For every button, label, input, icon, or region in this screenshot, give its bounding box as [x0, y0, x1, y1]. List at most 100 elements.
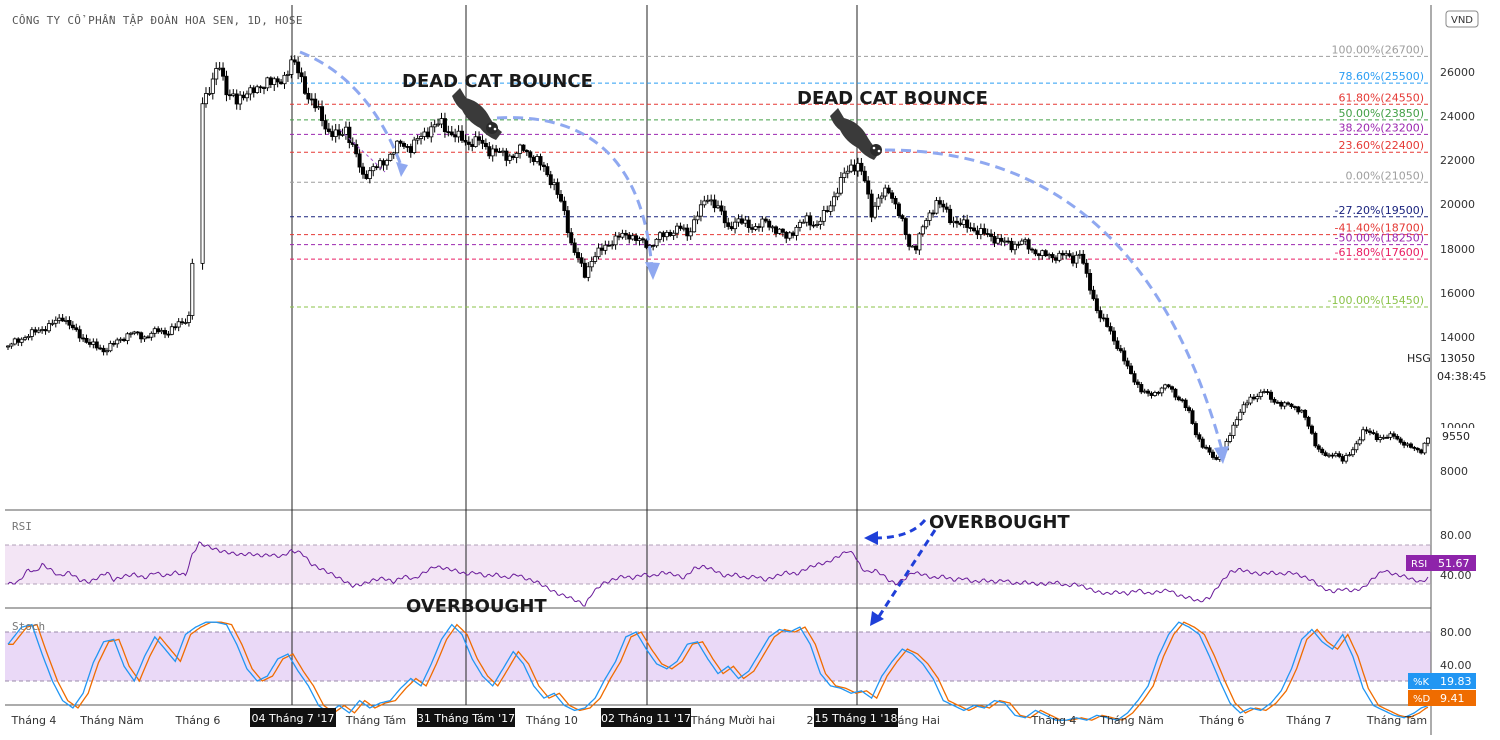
candle-body: [183, 322, 188, 324]
last-price-label: 13050: [1440, 352, 1475, 365]
fib-label: -100.00%(15450): [1328, 294, 1425, 307]
candle-body: [1074, 254, 1079, 264]
candle-body: [91, 341, 96, 345]
time-marker: 15 Tháng 1 '18: [815, 712, 898, 725]
time-tick: Tháng 7: [1286, 714, 1332, 727]
candle-body: [743, 219, 748, 224]
fib-label: 100.00%(26700): [1331, 43, 1424, 56]
candle-body: [873, 205, 878, 218]
candle-body: [746, 219, 751, 229]
candle-body: [207, 92, 212, 95]
candle-body: [466, 141, 471, 145]
candle-body: [1067, 253, 1072, 257]
cat-icon: [452, 88, 502, 140]
candle-body: [893, 198, 898, 205]
candle-body: [1357, 439, 1362, 445]
candle-body: [555, 182, 560, 195]
candle-body: [599, 247, 604, 251]
candle-body: [77, 329, 82, 339]
candle-body: [384, 160, 389, 166]
candle-body: [1204, 446, 1209, 449]
candle-body: [1159, 387, 1164, 394]
currency-badge[interactable]: [1445, 10, 1479, 28]
candle-body: [975, 230, 980, 235]
rsi-value: 51.67: [1438, 557, 1470, 570]
candle-body: [473, 136, 478, 147]
candle-body: [1173, 388, 1178, 398]
candle-body: [1248, 396, 1253, 404]
candle-body: [791, 232, 796, 236]
candle-body: [572, 242, 577, 253]
fibonacci-levels: 100.00%(26700) 78.60%(25500) 61.80%(24550)…: [290, 43, 1431, 308]
candle-body: [1268, 391, 1273, 400]
candle-body: [1405, 443, 1410, 446]
candle-body: [279, 81, 284, 85]
stoch-d-badge: [1408, 690, 1476, 706]
rsi-value-name: RSI: [1411, 559, 1427, 570]
candle-body: [6, 345, 11, 348]
candle-body: [1426, 437, 1431, 444]
candle-body: [514, 152, 519, 158]
candle-body: [1320, 448, 1325, 454]
candle-body: [784, 231, 789, 239]
candle-body: [1156, 392, 1161, 394]
candle-body: [565, 210, 570, 234]
candle-body: [357, 153, 362, 168]
candle-body: [371, 166, 376, 172]
candle-body: [558, 194, 563, 202]
time-marker-box: [814, 708, 898, 727]
candle-body: [1347, 454, 1352, 457]
candle-body: [1053, 257, 1058, 261]
candle-body: [125, 333, 130, 342]
rsi-tick: 80.00: [1440, 529, 1472, 542]
candle-body: [1412, 446, 1417, 449]
candle-body: [596, 247, 601, 258]
candle-body: [453, 134, 458, 138]
candle-body: [1381, 436, 1386, 439]
time-tick: Tháng 4: [1031, 714, 1077, 727]
candle-body: [330, 131, 335, 137]
candle-body: [128, 332, 133, 335]
candle-body: [613, 235, 618, 246]
candle-body: [395, 140, 400, 154]
candle-body: [610, 244, 615, 247]
candle-body: [87, 341, 92, 345]
candle-body: [739, 218, 744, 224]
candle-body: [1023, 239, 1028, 242]
time-marker: 31 Tháng Tám '17: [417, 712, 515, 725]
candle-body: [439, 118, 444, 125]
candle-body: [1105, 317, 1110, 327]
candle-body: [569, 232, 574, 244]
candle-body: [1354, 443, 1359, 451]
candle-body: [57, 317, 62, 321]
candle-body: [43, 329, 48, 332]
candle-body: [729, 226, 734, 230]
candle-body: [1163, 384, 1168, 389]
candle-body: [627, 234, 632, 240]
candle-body: [954, 220, 959, 224]
time-marker: 04 Tháng 7 '17: [252, 712, 335, 725]
candle-body: [896, 203, 901, 217]
trend-arrow-1: [299, 50, 404, 169]
candle-body: [442, 118, 447, 133]
candle-body: [671, 232, 676, 236]
candle-body: [576, 252, 581, 259]
candle-body: [118, 338, 123, 341]
price-tick: 20000: [1440, 198, 1475, 211]
candle-body: [511, 155, 516, 158]
candle-body: [814, 224, 819, 226]
candle-body: [190, 262, 195, 316]
candle-body: [1286, 402, 1291, 405]
candle-body: [470, 144, 475, 147]
candle-body: [698, 204, 703, 217]
candle-body: [985, 233, 990, 235]
fib-label: 23.60%(22400): [1338, 139, 1424, 152]
candle-body: [562, 200, 567, 212]
candle-body: [405, 146, 410, 148]
candle-body: [1265, 391, 1270, 393]
candle-body: [1337, 453, 1342, 457]
candle-body: [1306, 416, 1311, 427]
candle-body: [917, 233, 922, 251]
candle-body: [1258, 391, 1263, 397]
candle-body: [432, 124, 437, 128]
